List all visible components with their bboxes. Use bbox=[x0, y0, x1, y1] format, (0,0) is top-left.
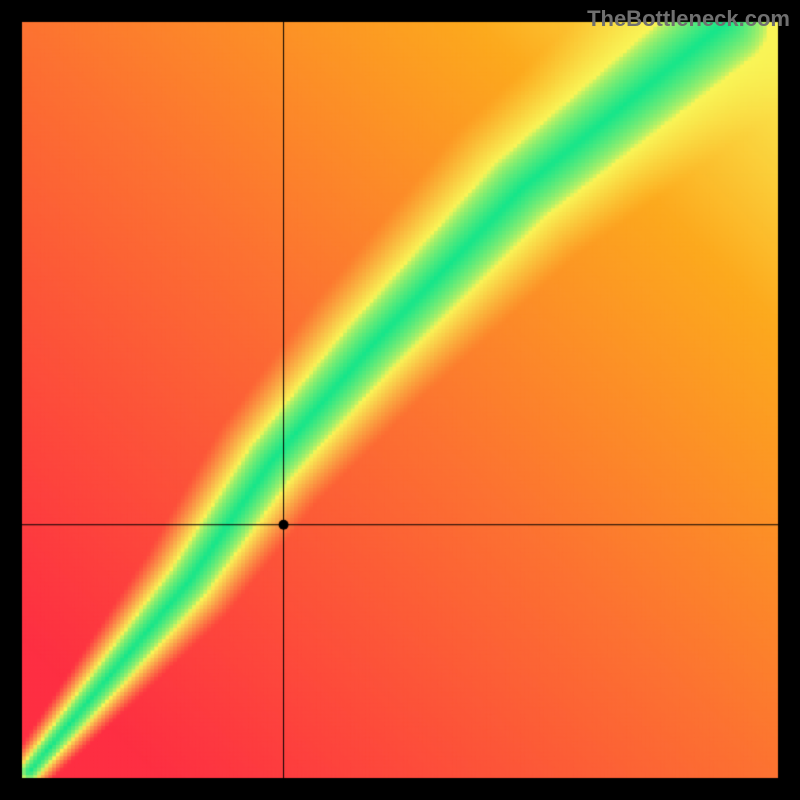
chart-container: TheBottleneck.com bbox=[0, 0, 800, 800]
watermark-text: TheBottleneck.com bbox=[587, 6, 790, 32]
heatmap-canvas bbox=[0, 0, 800, 800]
